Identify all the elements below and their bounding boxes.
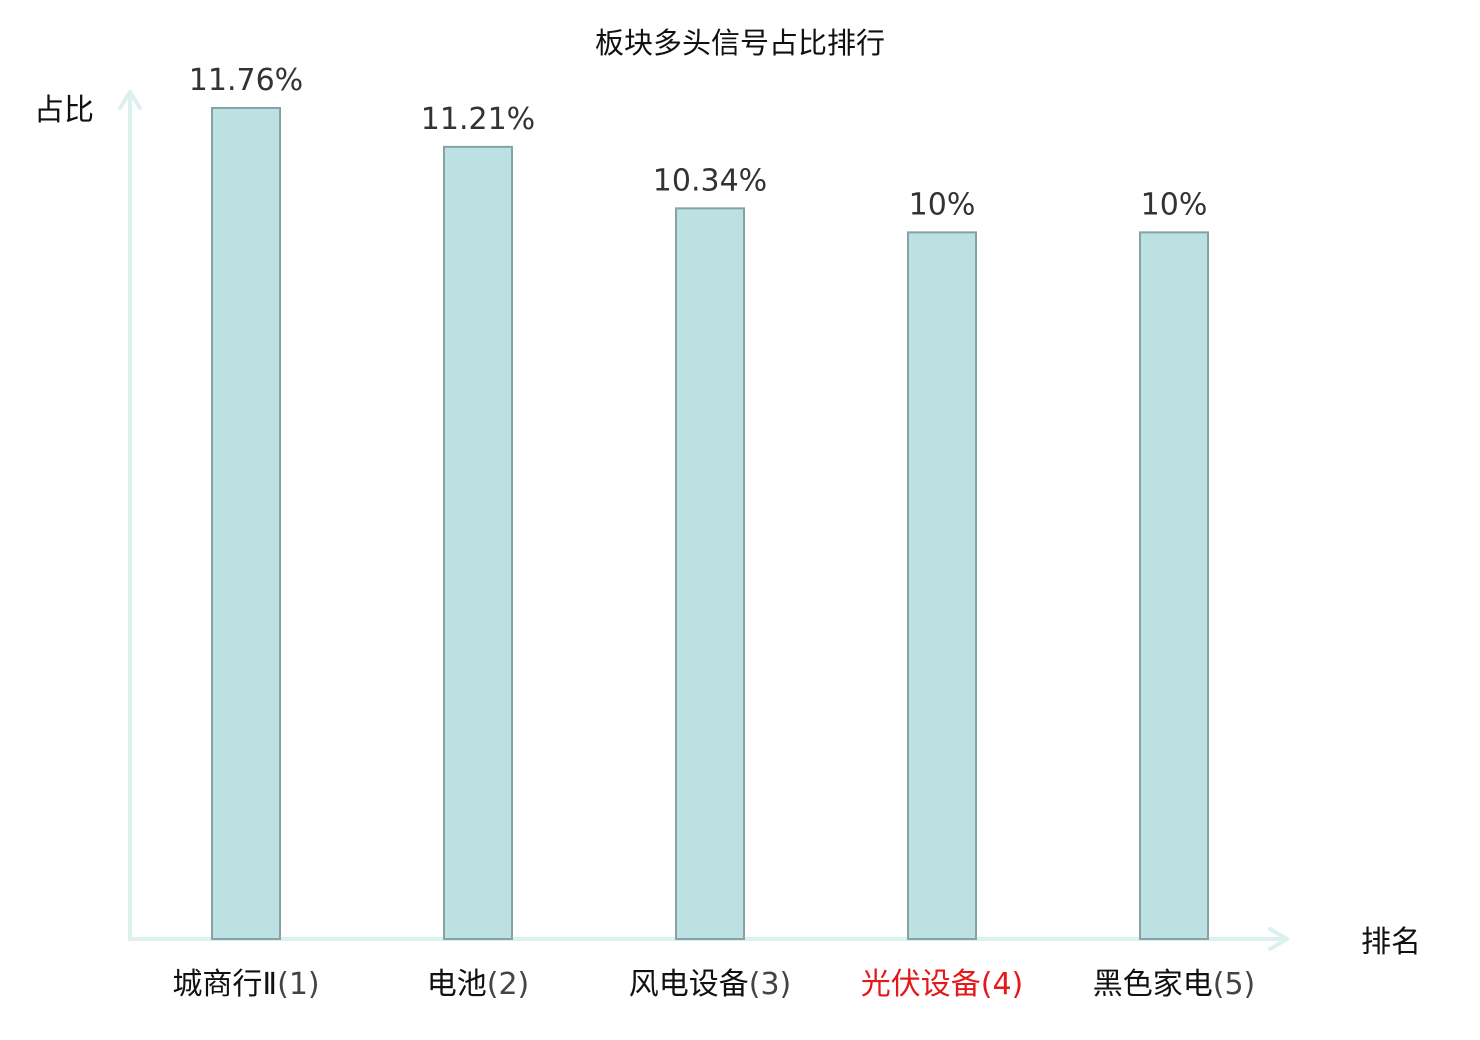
x-tick-label: 光伏设备(4) bbox=[861, 967, 1024, 1002]
x-tick-label-rank: (1) bbox=[277, 967, 320, 1002]
x-tick-label: 风电设备(3) bbox=[629, 967, 792, 1002]
bar bbox=[907, 231, 977, 940]
bars-layer bbox=[211, 107, 1209, 940]
y-axis-label: 占比 bbox=[34, 93, 94, 128]
x-axis-arrow-icon bbox=[1268, 927, 1289, 951]
bar bbox=[211, 107, 281, 940]
x-tick-label: 电池(2) bbox=[427, 967, 530, 1002]
bar-value-label: 10.34% bbox=[653, 163, 767, 198]
bar bbox=[443, 145, 513, 940]
x-tick-label-name: 黑色家电 bbox=[1093, 967, 1213, 1002]
bar-value-label: 11.76% bbox=[189, 63, 303, 98]
x-tick-label: 城商行Ⅱ(1) bbox=[172, 967, 319, 1002]
x-tick-label-rank: (3) bbox=[749, 967, 792, 1002]
bar-value-label: 10% bbox=[1141, 187, 1208, 222]
bar-value-label: 11.21% bbox=[421, 102, 535, 137]
value-labels-layer: 11.76% 11.21% 10.34% 10% 10% bbox=[189, 63, 1208, 222]
x-tick-label: 黑色家电(5) bbox=[1093, 967, 1256, 1002]
x-tick-label-rank: (2) bbox=[487, 967, 530, 1002]
x-axis-label: 排名 bbox=[1361, 925, 1421, 960]
bar bbox=[1139, 231, 1209, 940]
x-tick-label-name: 光伏设备 bbox=[861, 967, 981, 1002]
x-tick-label-name: 电池 bbox=[427, 967, 487, 1002]
bar-value-label: 10% bbox=[909, 187, 976, 222]
y-axis-arrow-icon bbox=[118, 90, 142, 110]
category-labels-layer: 城商行Ⅱ(1) 电池(2) 风电设备(3) 光伏设备(4) 黑色家电(5) bbox=[172, 967, 1255, 1002]
x-tick-label-rank: (4) bbox=[981, 967, 1024, 1002]
bar bbox=[675, 207, 745, 940]
x-tick-label-rank: (5) bbox=[1213, 967, 1256, 1002]
x-tick-label-name: 城商行Ⅱ bbox=[172, 967, 277, 1002]
x-tick-label-name: 风电设备 bbox=[629, 967, 749, 1002]
chart-title: 板块多头信号占比排行 bbox=[595, 26, 885, 60]
